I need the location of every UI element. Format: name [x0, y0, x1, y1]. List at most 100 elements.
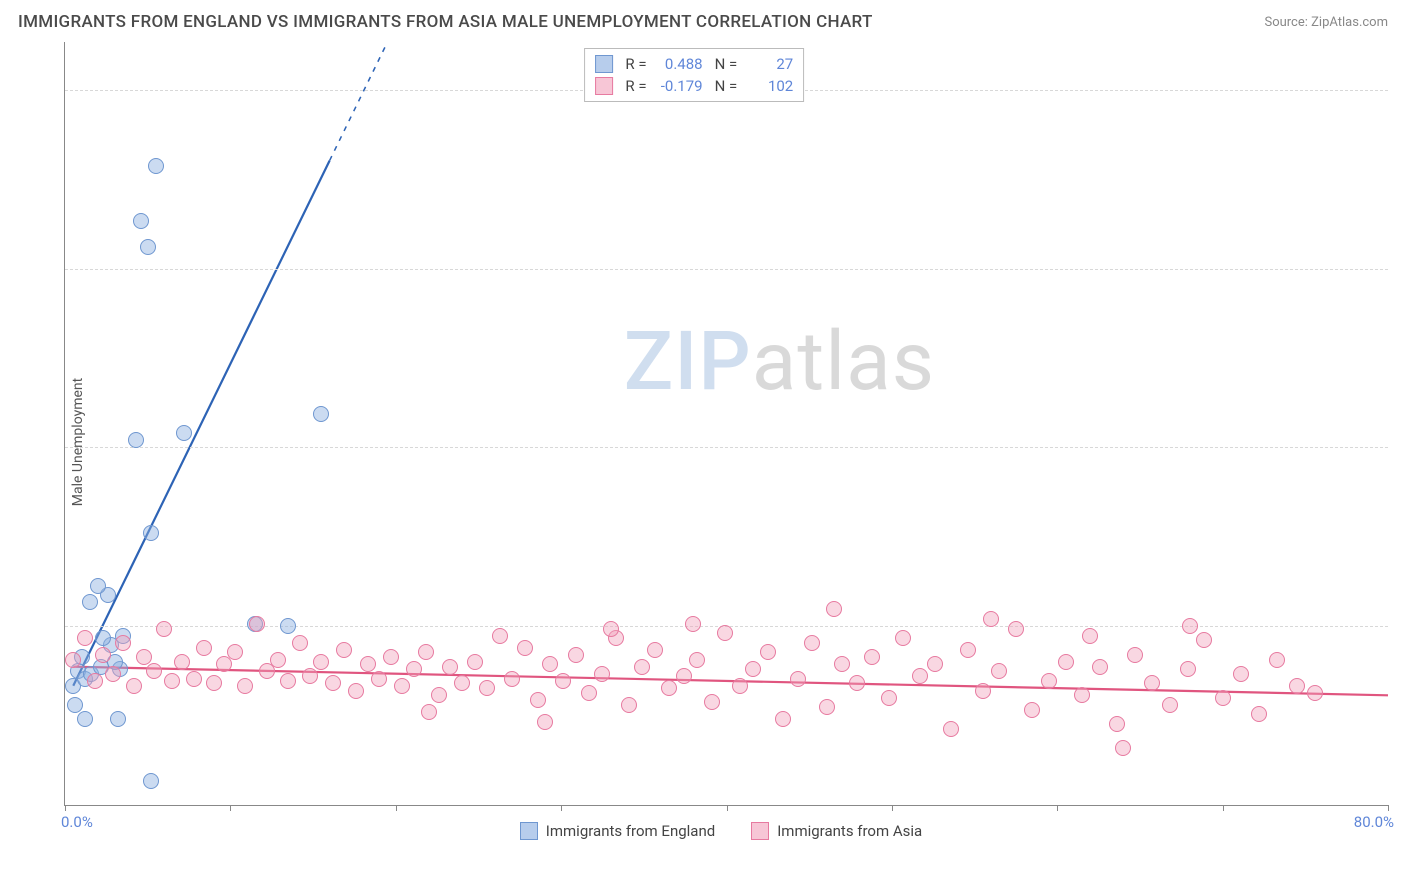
chart-title: IMMIGRANTS FROM ENGLAND VS IMMIGRANTS FR…: [18, 12, 873, 32]
data-point: [1109, 716, 1125, 732]
source-prefix: Source:: [1264, 15, 1311, 30]
y-tick-label: 22.5%: [1396, 260, 1406, 278]
data-point: [313, 654, 329, 670]
data-point: [156, 621, 172, 637]
data-point: [775, 711, 791, 727]
watermark: ZIPatlas: [624, 314, 935, 410]
data-point: [991, 663, 1007, 679]
data-point: [517, 640, 533, 656]
data-point: [568, 647, 584, 663]
data-point: [90, 578, 106, 594]
r-value-asia: -0.179: [657, 77, 703, 95]
data-point: [826, 601, 842, 617]
data-point: [133, 213, 149, 229]
data-point: [537, 714, 553, 730]
data-point: [292, 635, 308, 651]
data-point: [454, 675, 470, 691]
correlation-legend: R = 0.488 N = 27 R = -0.179 N = 102: [584, 48, 804, 102]
data-point: [819, 699, 835, 715]
legend-label-asia: Immigrants from Asia: [777, 822, 922, 840]
data-point: [115, 635, 131, 651]
data-point: [1289, 678, 1305, 694]
data-point: [895, 630, 911, 646]
data-point: [1251, 706, 1267, 722]
source-link[interactable]: ZipAtlas.com: [1311, 15, 1388, 30]
data-point: [143, 525, 159, 541]
data-point: [95, 647, 111, 663]
data-point: [685, 616, 701, 632]
x-tick-mark: [561, 805, 562, 811]
data-point: [849, 675, 865, 691]
data-point: [406, 661, 422, 677]
data-point: [504, 671, 520, 687]
data-point: [270, 652, 286, 668]
data-point: [1144, 675, 1160, 691]
x-tick-mark: [65, 805, 66, 811]
data-point: [1233, 666, 1249, 682]
data-point: [227, 644, 243, 660]
data-point: [174, 654, 190, 670]
watermark-atlas: atlas: [752, 314, 935, 410]
data-point: [881, 690, 897, 706]
data-point: [82, 594, 98, 610]
data-point: [1127, 647, 1143, 663]
x-tick-mark: [892, 805, 893, 811]
y-tick-label: 7.5%: [1396, 617, 1406, 635]
source-credit: Source: ZipAtlas.com: [1264, 15, 1388, 30]
data-point: [77, 630, 93, 646]
data-point: [1092, 659, 1108, 675]
data-point: [383, 649, 399, 665]
data-point: [146, 663, 162, 679]
swatch-asia: [595, 77, 613, 95]
data-point: [1162, 697, 1178, 713]
data-point: [760, 644, 776, 660]
data-point: [77, 711, 93, 727]
r-label: R =: [625, 55, 646, 73]
r-label: R =: [625, 77, 646, 95]
y-tick-label: 15.0%: [1396, 438, 1406, 456]
data-point: [128, 432, 144, 448]
watermark-zip: ZIP: [624, 314, 752, 410]
data-point: [442, 659, 458, 675]
r-value-england: 0.488: [657, 55, 703, 73]
data-point: [555, 673, 571, 689]
data-point: [704, 694, 720, 710]
data-point: [143, 773, 159, 789]
data-point: [912, 668, 928, 684]
data-point: [65, 652, 81, 668]
data-point: [126, 678, 142, 694]
data-point: [196, 640, 212, 656]
data-point: [164, 673, 180, 689]
data-point: [431, 687, 447, 703]
data-point: [790, 671, 806, 687]
data-point: [1180, 661, 1196, 677]
data-point: [1082, 628, 1098, 644]
data-point: [492, 628, 508, 644]
data-point: [661, 680, 677, 696]
data-point: [1307, 685, 1323, 701]
data-point: [67, 697, 83, 713]
data-point: [1196, 632, 1212, 648]
data-point: [87, 673, 103, 689]
data-point: [594, 666, 610, 682]
x-tick-mark: [230, 805, 231, 811]
data-point: [95, 630, 111, 646]
data-point: [140, 239, 156, 255]
data-point: [1215, 690, 1231, 706]
swatch-asia: [751, 822, 769, 840]
data-point: [467, 654, 483, 670]
data-point: [676, 668, 692, 684]
data-point: [621, 697, 637, 713]
data-point: [371, 671, 387, 687]
data-point: [542, 656, 558, 672]
gridline: [65, 447, 1388, 448]
data-point: [418, 644, 434, 660]
data-point: [927, 656, 943, 672]
data-point: [1008, 621, 1024, 637]
data-point: [110, 711, 126, 727]
data-point: [834, 656, 850, 672]
data-point: [1074, 687, 1090, 703]
trend-lines-layer: [65, 42, 1388, 805]
data-point: [259, 663, 275, 679]
data-point: [237, 678, 253, 694]
